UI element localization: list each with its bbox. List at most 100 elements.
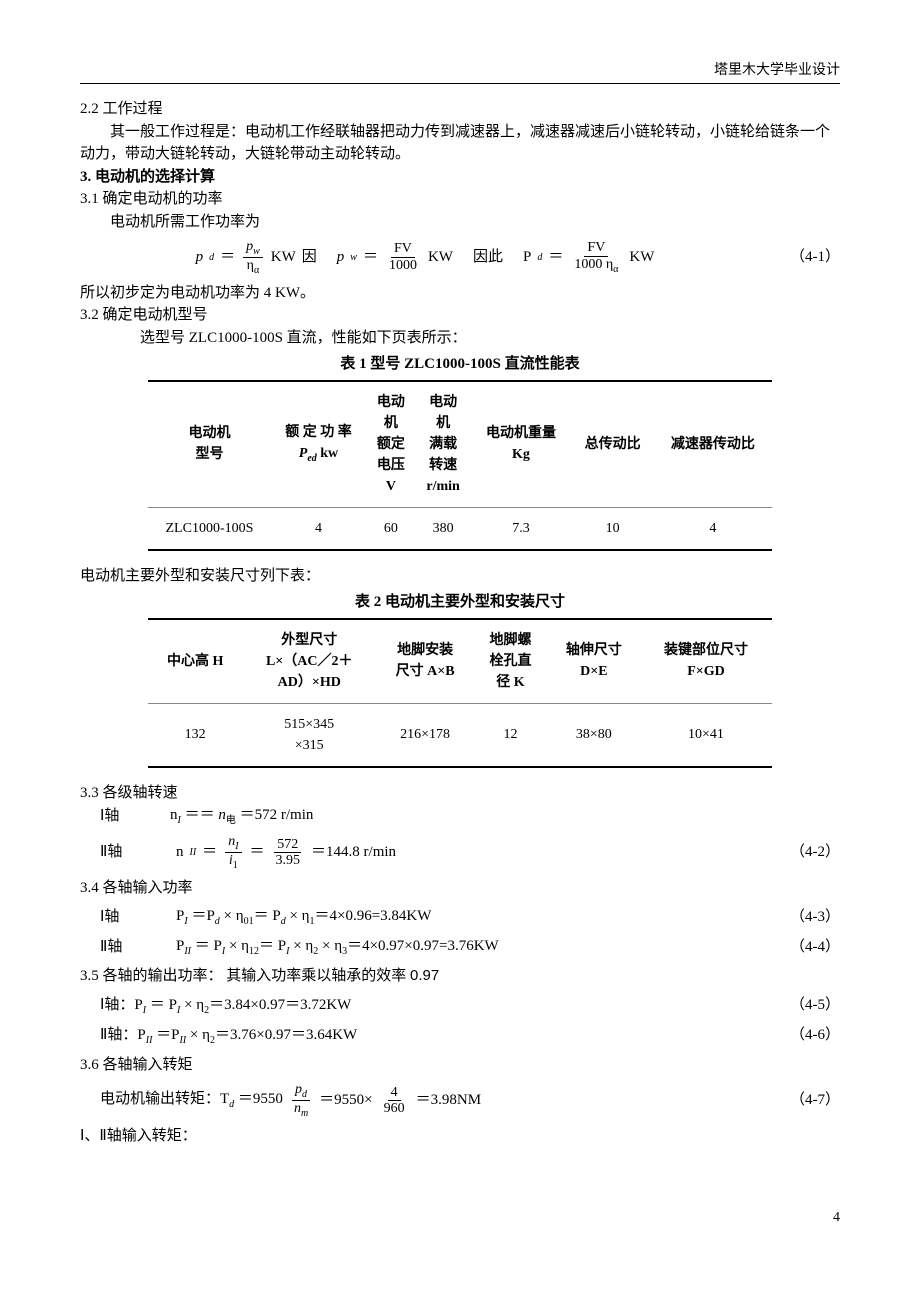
table-cell: 38×80: [547, 703, 640, 767]
frac-den: 960: [381, 1101, 408, 1116]
table-row: 中心高 H 外型尺寸L×（AC／2＋AD）×HD 地脚安装尺寸 A×B 地脚螺栓…: [148, 619, 771, 704]
table-header: 总传动比: [571, 381, 654, 508]
eq-sub: I: [178, 815, 181, 826]
equation-number: （4-6）: [770, 1024, 840, 1047]
eq-text: 电动机输出转矩：Td ＝9550: [100, 1088, 283, 1112]
eq-op: ＝: [202, 841, 217, 864]
frac-den: 1000: [386, 258, 420, 273]
eq-var: p: [337, 246, 345, 269]
frac-num: 572: [274, 837, 301, 853]
table-header: 电动机满载转速r/min: [415, 381, 471, 508]
eq-4-5: Ⅰ轴：PI ＝ PI × η2＝3.84×0.97＝3.72KW （4-5）: [80, 994, 840, 1018]
section-3-1-after: 所以初步定为电动机功率为 4 KW。: [80, 282, 840, 305]
table-cell: 10×41: [640, 703, 771, 767]
table-row: 电动机型号 额 定 功 率Ped kw 电动机额定电压V 电动机满载转速r/mi…: [148, 381, 771, 508]
section-3-6-last: Ⅰ、Ⅱ轴输入转矩：: [80, 1125, 840, 1148]
eq-unit: KW: [271, 246, 296, 269]
axis-label: Ⅰ轴: [80, 906, 170, 929]
table-header: 电动机额定电压V: [366, 381, 415, 508]
table-cell: 4: [654, 507, 771, 550]
table-2-intro: 电动机主要外型和安装尺寸列下表：: [80, 565, 840, 588]
eq-text: ＝9550×: [319, 1089, 372, 1112]
table-cell: ZLC1000-100S: [148, 507, 270, 550]
section-3-2-line: 选型号 ZLC1000-100S 直流，性能如下页表所示：: [80, 327, 840, 350]
eq-unit: KW: [428, 246, 453, 269]
frac-num: FV: [391, 241, 415, 257]
page-number: 4: [80, 1207, 840, 1228]
eq-value: ＝3.98NM: [416, 1089, 481, 1112]
running-header: 塔里木大学毕业设计: [80, 60, 840, 84]
eq-var: p: [196, 246, 204, 269]
table-header: 电动机型号: [148, 381, 270, 508]
eq-var: n: [176, 841, 184, 864]
table-cell: 132: [148, 703, 241, 767]
table-cell: 12: [474, 703, 548, 767]
section-3-1-line1: 电动机所需工作功率为: [80, 211, 840, 234]
table-header: 外型尺寸L×（AC／2＋AD）×HD: [242, 619, 377, 704]
table-row: 132 515×345×315 216×178 12 38×80 10×41: [148, 703, 771, 767]
table-header: 电动机重量Kg: [471, 381, 571, 508]
eq-text: PII ＝ PI × η12＝ PI × η2 × η3＝4×0.97×0.97…: [176, 935, 499, 959]
frac-den: n: [294, 1101, 301, 1116]
table-2-caption: 表 2 电动机主要外型和安装尺寸: [80, 591, 840, 614]
eq-op: ＝: [363, 246, 378, 269]
table-header: 地脚螺栓孔直径 K: [474, 619, 548, 704]
eq-op: ＝＝: [185, 807, 215, 823]
section-2-2-body: 其一般工作过程是：电动机工作经联轴器把动力传到减速器上，减速器减速后小链轮转动，…: [80, 121, 840, 166]
section-2-2-title: 2.2 工作过程: [80, 98, 840, 121]
frac-den-sub: α: [613, 263, 618, 274]
eq-value: ＝572 r/min: [240, 807, 314, 823]
eq-sub: d: [537, 250, 542, 265]
frac-den: η: [247, 258, 254, 273]
frac-den-sub: 1: [233, 860, 238, 871]
table-row: ZLC1000-100S 4 60 380 7.3 10 4: [148, 507, 771, 550]
eq-text: Ⅰ轴：PI ＝ PI × η2＝3.84×0.97＝3.72KW: [100, 994, 351, 1018]
table-cell: 7.3: [471, 507, 571, 550]
eq-sub: 电: [226, 815, 236, 826]
eq-var: n: [170, 807, 178, 823]
table-header: 轴伸尺寸D×E: [547, 619, 640, 704]
eq-text: Ⅱ轴：PII ＝PII × η2＝3.76×0.97＝3.64KW: [100, 1024, 357, 1048]
frac-num: FV: [584, 240, 608, 256]
eq-unit: KW: [629, 246, 654, 269]
section-3-5-title: 3.5 各轴的输出功率： 其输入功率乘以轴承的效率 0.97: [80, 965, 840, 988]
table-cell: 10: [571, 507, 654, 550]
eq-sub: w: [350, 250, 357, 265]
table-cell: 515×345×315: [242, 703, 377, 767]
frac-den: 1000 η: [574, 257, 613, 272]
equation-number: （4-2）: [770, 841, 840, 864]
frac-num-sub: I: [235, 841, 238, 852]
equation-number: （4-7）: [770, 1089, 840, 1112]
equation-number: （4-3）: [770, 906, 840, 929]
frac-num-sub: d: [302, 1089, 307, 1100]
table-2: 中心高 H 外型尺寸L×（AC／2＋AD）×HD 地脚安装尺寸 A×B 地脚螺栓…: [148, 618, 771, 768]
table-1-caption: 表 1 型号 ZLC1000-100S 直流性能表: [80, 353, 840, 376]
frac-num: 4: [388, 1085, 401, 1101]
table-header: 中心高 H: [148, 619, 241, 704]
table-header: 地脚安装尺寸 A×B: [377, 619, 474, 704]
equation-number: （4-4）: [770, 936, 840, 959]
equation-number: （4-1）: [770, 246, 840, 269]
table-1: 电动机型号 额 定 功 率Ped kw 电动机额定电压V 电动机满载转速r/mi…: [148, 380, 771, 551]
section-value: 0.97: [410, 967, 439, 984]
eq-4-3: Ⅰ轴 PI ＝Pd × η01＝ Pd × η1＝4×0.96=3.84KW （…: [80, 905, 840, 929]
eq-4-4: Ⅱ轴 PII ＝ PI × η12＝ PI × η2 × η3＝4×0.97×0…: [80, 935, 840, 959]
eq-text: 因: [302, 246, 317, 269]
table-cell: 4: [271, 507, 367, 550]
equation-4-1: pd ＝ pw ηα KW 因 pw ＝ FV 1000 KW 因此 Pd ＝ …: [80, 239, 840, 276]
eq-op: ＝: [250, 841, 265, 864]
frac-den-sub: m: [301, 1108, 308, 1119]
axis-label: Ⅱ轴: [80, 841, 170, 864]
eq-op: ＝: [220, 246, 235, 269]
axis-label: Ⅰ轴: [80, 805, 170, 828]
eq-var: P: [523, 246, 531, 269]
section-3-3-title: 3.3 各级轴转速: [80, 782, 840, 805]
eq-sub: d: [209, 250, 214, 265]
table-header: 装键部位尺寸F×GD: [640, 619, 771, 704]
eq-var: n: [218, 807, 226, 823]
eq-row-I: Ⅰ轴 nI ＝＝ n电 ＝572 r/min: [80, 804, 840, 828]
section-3-2-title: 3.2 确定电动机型号: [80, 304, 840, 327]
eq-op: ＝: [548, 246, 563, 269]
axis-label: Ⅱ轴: [80, 936, 170, 959]
table-cell: 380: [415, 507, 471, 550]
